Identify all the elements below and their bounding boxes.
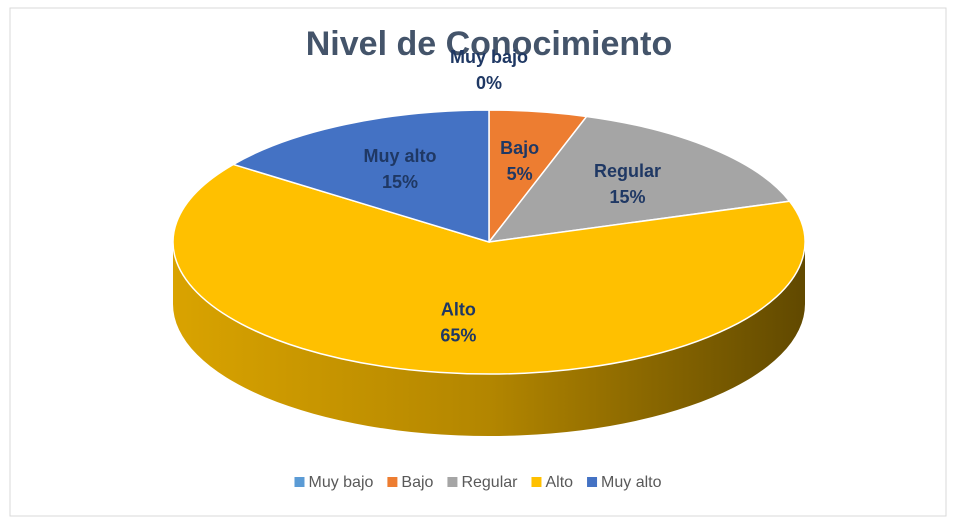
data-label: 15% (382, 172, 418, 192)
legend-label: Alto (545, 474, 573, 491)
data-label-name: Alto (441, 300, 476, 320)
data-label-name: Regular (594, 161, 661, 181)
slice (487, 115, 791, 243)
legend-swatch (294, 477, 305, 487)
legend-label: Muy bajo (308, 474, 373, 491)
legend-label: Muy alto (601, 474, 662, 491)
slice (231, 109, 490, 244)
data-label: 5% (507, 164, 533, 184)
chart-title: Nivel de Conocimiento (306, 25, 673, 63)
data-label-name: Muy bajo (450, 47, 528, 67)
data-label-name: Muy alto (364, 146, 437, 166)
data-label: 15% (610, 187, 646, 207)
data-label: 65% (440, 326, 476, 346)
legend-swatch (587, 477, 598, 487)
slice-side (173, 242, 805, 436)
legend-label: Regular (461, 474, 518, 491)
legend-swatch (447, 477, 458, 487)
data-label: 0% (476, 73, 502, 93)
data-label-name: Bajo (500, 138, 539, 158)
legend-swatch (531, 477, 542, 487)
legend-label: Bajo (401, 474, 433, 491)
legend-swatch (387, 477, 398, 487)
slice (172, 163, 806, 375)
